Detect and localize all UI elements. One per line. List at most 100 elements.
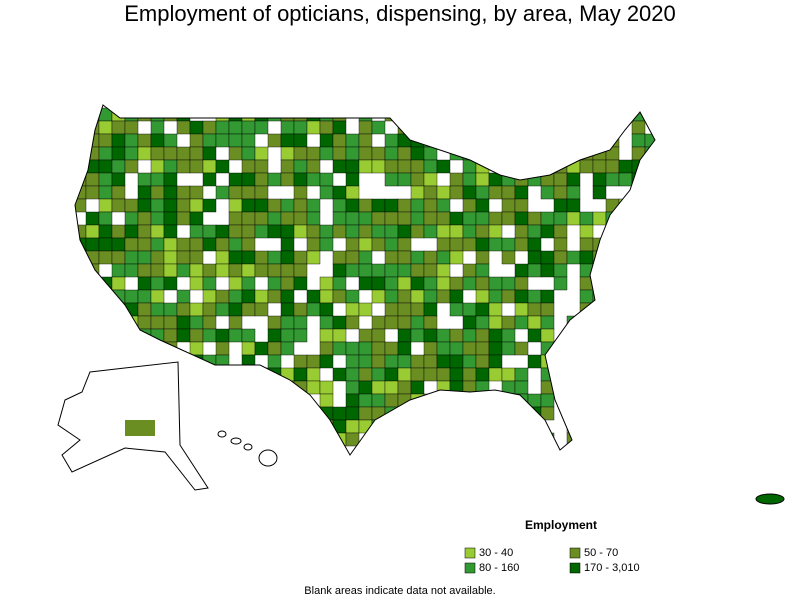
map-area <box>267 276 282 291</box>
map-area <box>332 419 347 434</box>
map-area <box>176 198 191 213</box>
map-area <box>423 354 438 369</box>
map-area <box>553 367 568 382</box>
map-area <box>371 315 386 330</box>
map-area <box>319 276 334 291</box>
map-area <box>501 198 516 213</box>
map-area <box>658 212 671 225</box>
legend-label: 30 - 40 <box>479 547 513 559</box>
map-area <box>540 393 555 408</box>
map-area <box>137 250 152 265</box>
map-area <box>150 211 165 226</box>
map-area <box>150 133 165 148</box>
map-area <box>228 237 243 252</box>
map-area <box>423 276 438 291</box>
map-area <box>514 445 529 455</box>
map-area <box>397 328 412 343</box>
map-area <box>163 224 178 239</box>
map-area <box>306 445 321 455</box>
map-area <box>151 459 164 472</box>
map-area <box>449 289 464 304</box>
map-area <box>137 276 152 291</box>
map-area <box>358 211 373 226</box>
map-area <box>384 367 399 382</box>
map-area <box>111 198 126 213</box>
map-area <box>345 211 360 226</box>
map-area <box>124 224 139 239</box>
map-area <box>462 224 477 239</box>
map-area <box>202 159 217 174</box>
map-area <box>371 380 386 395</box>
map-area <box>514 237 529 252</box>
map-area <box>228 198 243 213</box>
map-area <box>358 445 373 455</box>
map-area <box>85 341 100 356</box>
map-area <box>202 380 217 395</box>
map-area <box>358 393 373 408</box>
map-area <box>566 432 581 447</box>
map-area <box>75 105 87 109</box>
map-area <box>241 367 256 382</box>
map-area <box>553 198 568 213</box>
map-area <box>592 159 607 174</box>
map-area <box>111 120 126 135</box>
map-area <box>462 237 477 252</box>
map-area <box>75 120 87 135</box>
map-area <box>124 211 139 226</box>
map-area <box>332 341 347 356</box>
map-area <box>163 250 178 265</box>
map-area <box>488 237 503 252</box>
map-area <box>644 224 655 239</box>
map-area <box>501 393 516 408</box>
map-area <box>254 432 269 447</box>
map-area <box>371 159 386 174</box>
map-area <box>449 276 464 291</box>
map-area <box>137 328 152 343</box>
map-area <box>228 263 243 278</box>
map-area <box>423 185 438 200</box>
map-area <box>215 237 230 252</box>
map-area <box>540 146 555 161</box>
map-area <box>371 367 386 382</box>
map-area <box>501 341 516 356</box>
map-area <box>410 445 425 455</box>
map-area <box>137 302 152 317</box>
map-area <box>241 393 256 408</box>
map-area <box>410 105 425 109</box>
map-area <box>60 160 73 173</box>
map-area <box>202 354 217 369</box>
map-area <box>254 250 269 265</box>
map-area <box>605 406 620 421</box>
map-area <box>449 120 464 135</box>
map-area <box>579 406 594 421</box>
map-area <box>553 276 568 291</box>
map-area <box>501 276 516 291</box>
map-area <box>280 432 295 447</box>
map-area <box>475 146 490 161</box>
map-area <box>397 250 412 265</box>
map-area <box>189 419 204 434</box>
map-area <box>631 120 646 135</box>
map-area <box>631 302 646 317</box>
map-area <box>163 198 178 213</box>
map-area <box>241 406 256 421</box>
map-area <box>463 459 476 472</box>
map-area <box>501 185 516 200</box>
map-area <box>254 289 269 304</box>
map-area <box>410 159 425 174</box>
map-area <box>98 315 113 330</box>
map-area <box>514 185 529 200</box>
map-area <box>306 250 321 265</box>
map-area <box>436 185 451 200</box>
map-area <box>254 120 269 135</box>
map-area <box>98 341 113 356</box>
map-area <box>475 380 490 395</box>
map-area <box>397 276 412 291</box>
map-area <box>579 354 594 369</box>
map-area <box>189 432 204 447</box>
map-area <box>215 302 230 317</box>
map-area <box>553 133 568 148</box>
map-area <box>319 393 334 408</box>
map-area <box>98 146 113 161</box>
map-area <box>319 302 334 317</box>
